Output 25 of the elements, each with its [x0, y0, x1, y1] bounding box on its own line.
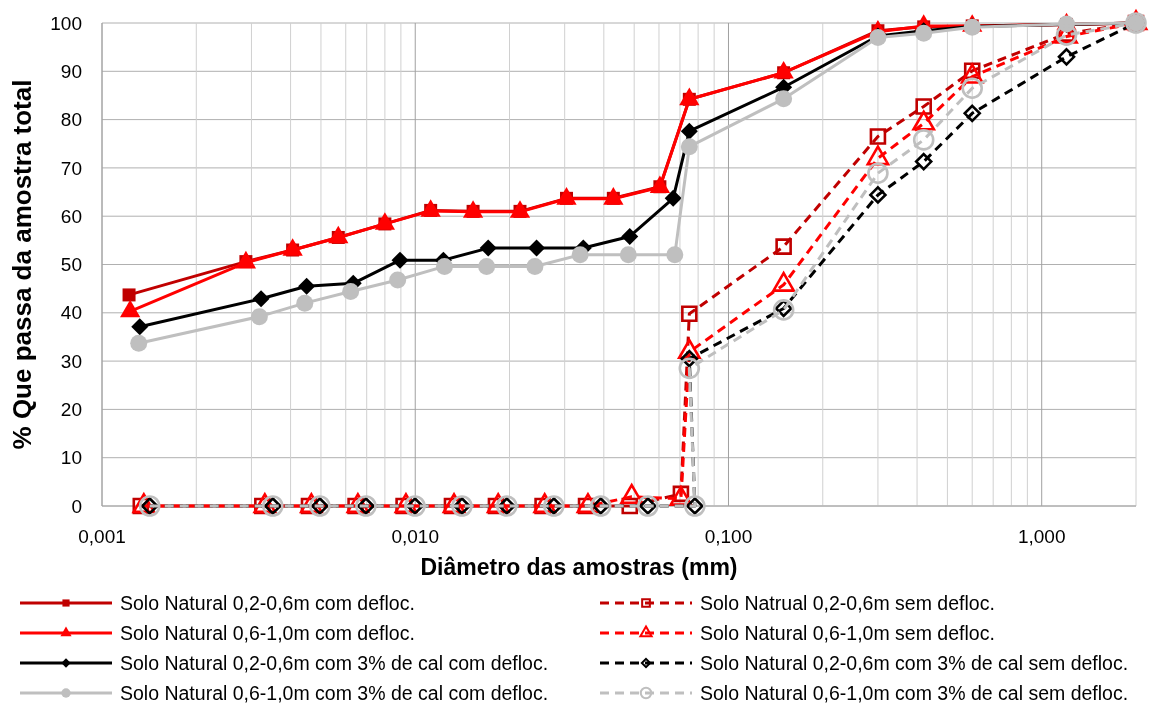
- y-tick-label: 0: [71, 495, 82, 517]
- legend-label: Solo Natural 0,6-1,0m com 3% de cal com defloc.: [120, 681, 549, 704]
- x-tick-label: 0,010: [391, 525, 440, 547]
- legend-label: Solo Natural 0,2-0,6m com 3% de cal sem defloc.: [700, 651, 1129, 674]
- legend-label: Solo Natural 0,6-1,0m com defloc.: [120, 621, 415, 644]
- y-tick-label: 20: [60, 399, 82, 421]
- x-tick-label: 0,100: [704, 525, 753, 547]
- y-tick-label: 40: [60, 302, 82, 324]
- legend-label: Solo Natural 0,2-0,6m com 3% de cal com defloc.: [120, 651, 549, 674]
- y-tick-label: 60: [60, 205, 82, 227]
- legend-label: Solo Natural 0,2-0,6m com defloc.: [120, 591, 415, 614]
- y-tick-label: 10: [60, 447, 82, 469]
- x-tick-label: 1,000: [1017, 525, 1066, 547]
- y-tick-label: 90: [60, 60, 82, 82]
- y-tick-label: 80: [60, 109, 82, 131]
- y-tick-label: 100: [50, 12, 82, 34]
- y-tick-label: 50: [60, 254, 82, 276]
- y-tick-label: 70: [60, 157, 82, 179]
- y-axis-title: % Que passa da amostra total: [7, 79, 38, 450]
- legend-label: Solo Natrual 0,2-0,6m sem defloc.: [700, 591, 995, 614]
- x-axis-title: Diâmetro das amostras (mm): [420, 554, 738, 581]
- legend-label: Solo Natural 0,6-1,0m com 3% de cal sem defloc.: [700, 681, 1129, 704]
- legend-label: Solo Natural 0,6-1,0m sem defloc.: [700, 621, 995, 644]
- y-tick-label: 30: [60, 350, 82, 372]
- x-tick-label: 0,001: [78, 525, 126, 547]
